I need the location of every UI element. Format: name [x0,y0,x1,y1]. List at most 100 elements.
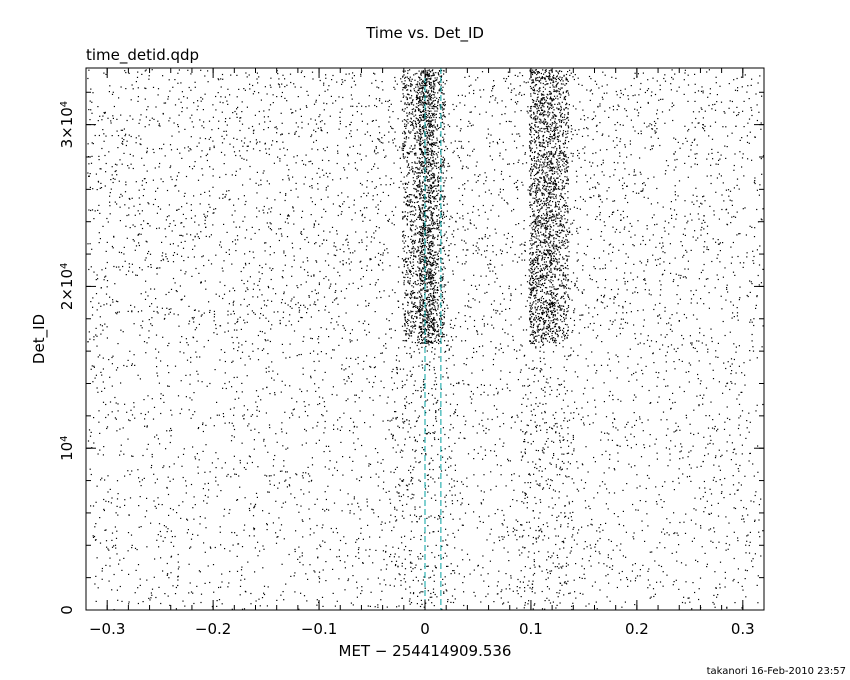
data-point [495,485,497,487]
data-point [249,358,251,360]
data-point [506,237,508,240]
data-point [284,255,287,257]
data-point [737,540,739,542]
data-point [178,172,180,174]
data-point [506,387,509,389]
data-point [91,101,93,103]
data-point [642,72,644,74]
data-point [335,100,337,102]
data-point [591,524,593,526]
data-point [568,104,570,106]
data-point [507,601,509,603]
data-point [524,241,526,243]
data-point [666,574,668,576]
data-point [630,466,632,468]
data-point [175,184,177,187]
data-point [380,141,382,144]
data-point [712,443,714,445]
data-point [456,480,458,482]
data-point [352,72,354,74]
data-point [599,103,601,105]
data-point [451,503,454,505]
data-point [413,351,415,353]
data-point [313,570,315,572]
data-point [751,321,753,323]
data-point [566,452,568,455]
data-point [445,528,447,530]
data-point [601,481,604,483]
data-point [648,568,650,570]
data-point [650,596,652,598]
data-point [608,216,610,218]
data-point [491,418,493,421]
data-point [280,228,282,230]
data-point [546,228,549,230]
data-point [441,608,443,610]
data-point [290,108,292,110]
data-point [545,334,547,336]
data-point [477,252,479,254]
data-point [639,157,641,159]
data-point [693,139,695,141]
data-point [584,387,586,389]
data-point [461,549,463,551]
data-point [213,425,215,427]
data-point [366,378,368,380]
data-point [111,174,113,176]
data-point [229,509,231,511]
data-point [222,270,224,272]
data-point [350,261,352,263]
data-point [446,555,448,557]
data-point [256,141,258,143]
data-point [276,599,278,601]
data-point [520,316,522,318]
data-point [98,421,100,423]
data-point [182,453,185,455]
data-point [194,221,196,223]
data-point [600,164,603,166]
data-point [364,422,366,424]
data-point [497,393,499,395]
data-point [162,394,164,396]
data-point [586,245,589,247]
data-point [241,157,243,159]
data-point [615,228,618,231]
data-point [209,311,211,313]
data-point [611,213,613,215]
data-point [269,393,271,395]
data-point [244,137,246,139]
data-point [588,505,590,507]
data-point [617,398,619,401]
data-point [751,78,753,80]
data-point [431,394,433,396]
data-point [339,111,341,113]
data-point [467,212,469,214]
data-point [408,153,410,155]
data-point [729,199,731,201]
data-point [700,271,702,274]
data-point [282,141,284,143]
data-point [195,267,197,270]
data-point [180,299,182,301]
data-point [660,565,663,568]
data-point [241,351,244,353]
data-point [177,314,179,316]
data-point [528,296,530,298]
data-point [726,224,729,226]
data-point [377,212,379,215]
data-point [587,117,589,119]
data-point [726,382,728,385]
data-point [194,309,196,311]
data-point [603,296,605,298]
data-point [569,355,571,357]
data-point [398,426,400,429]
data-point [177,561,179,563]
data-point [306,312,308,314]
data-point [175,608,177,610]
data-point [117,367,119,369]
data-point [721,484,723,486]
data-point [671,217,673,219]
data-point [576,488,578,490]
data-point [455,105,458,107]
data-point [746,535,748,537]
